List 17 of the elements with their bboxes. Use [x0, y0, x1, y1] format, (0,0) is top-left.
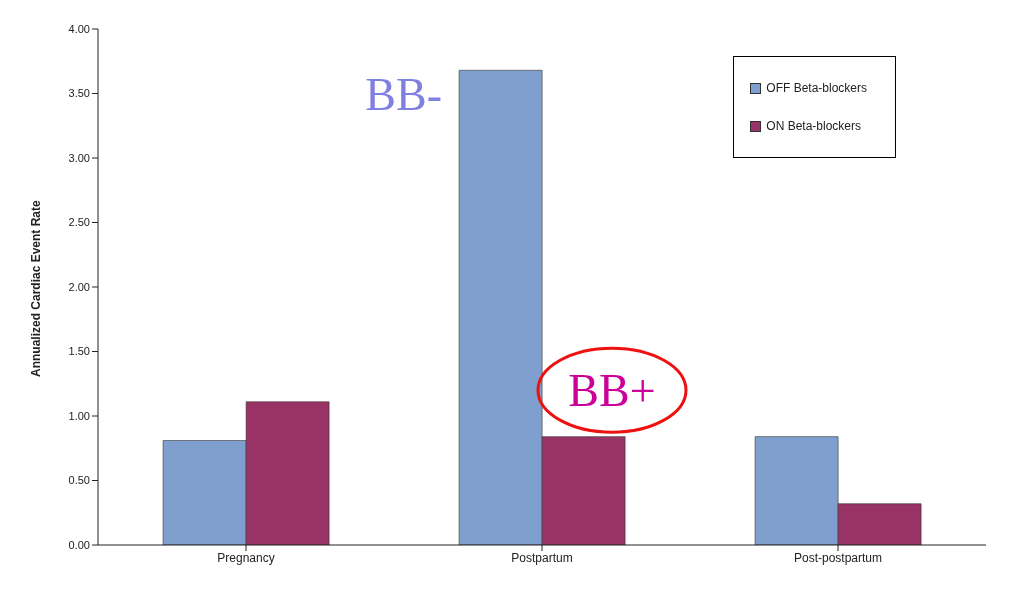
y-axis-title: Annualized Cardiac Event Rate [29, 199, 44, 377]
x-tick-label: Postpartum [511, 550, 573, 565]
x-tick-label: Post-postpartum [793, 550, 883, 565]
y-tick-label: 1.00 [68, 409, 90, 422]
y-tick-label: 1.50 [68, 345, 90, 358]
legend-label: OFF Beta-blockers [766, 81, 867, 95]
y-tick-label: 4.00 [68, 22, 90, 35]
y-tick-label: 3.50 [68, 87, 90, 100]
y-tick-label: 0.50 [68, 474, 90, 487]
x-tick-label: Pregnancy [217, 550, 275, 565]
y-tick-label: 3.00 [68, 151, 90, 164]
y-tick-label: 0.00 [68, 538, 90, 551]
y-tick-label: 2.50 [68, 216, 90, 229]
annotation: BB+ [568, 365, 656, 417]
y-tick-label: 2.00 [68, 280, 90, 293]
legend-label: ON Beta-blockers [766, 119, 861, 133]
annotation: BB- [365, 68, 442, 120]
